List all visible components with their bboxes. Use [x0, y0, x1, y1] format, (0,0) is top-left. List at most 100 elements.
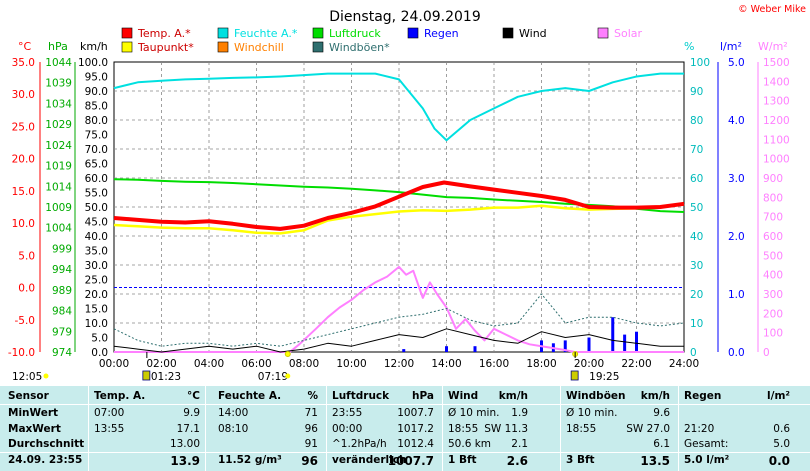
tick-label: 60.0: [85, 173, 108, 185]
table-row-divider: [0, 404, 810, 405]
legend-swatch: [407, 27, 419, 39]
durchschnitt-row-cell: Gesamt:: [684, 438, 729, 450]
maxwert-row-cell: 08:10: [218, 423, 249, 435]
axis-ticks: 35.0 30.0 25.0 20.0 15.0 10.0 5.0 0.0 -5.0 -10.0 1…: [8, 57, 790, 370]
tick-label: 65.0: [85, 159, 108, 171]
time-tick-label: 18:00: [526, 358, 556, 370]
tick-label: 1029: [45, 119, 72, 131]
series-line-windb-en: [113, 293, 685, 347]
tick-label: 35.0: [12, 57, 35, 69]
tick-label: 900: [763, 173, 783, 185]
tick-label: 1300: [763, 96, 790, 108]
table-column-divider: [326, 386, 327, 471]
chart-title: Dienstag, 24.09.2019: [329, 9, 480, 25]
time-tick-label: 04:00: [194, 358, 224, 370]
tick-label: 55.0: [85, 188, 108, 200]
tick-label: 700: [763, 212, 783, 224]
table-header-cell: Feuchte A.: [218, 390, 282, 402]
tick-label: 30.0: [85, 260, 108, 272]
durchschnitt-row-cell: 6.1: [653, 438, 670, 450]
durchschnitt-row-cell: 13.00: [169, 438, 200, 450]
time-tick-label: 24:00: [669, 358, 699, 370]
sun-moon-marks: 07:19 19:25 01:23 12:05: [12, 351, 619, 383]
rain-unit-label: l/m²: [720, 40, 742, 53]
current-row-cell: veränderlich: [332, 454, 407, 466]
time-tick-label: 20:00: [574, 358, 604, 370]
legend-swatch: [121, 27, 133, 39]
tick-label: 70.0: [85, 144, 108, 156]
rain-bar: [402, 349, 406, 352]
current-row-cell: 96: [301, 454, 318, 468]
table-header-cell: °C: [187, 390, 200, 402]
durchschnitt-row-cell: 2.1: [511, 438, 528, 450]
maxwert-row-cell: 1017.2: [397, 423, 434, 435]
tick-label: 1100: [763, 134, 790, 146]
current-row-cell: 1007.7: [387, 454, 434, 468]
maxwert-row-cell: 18:55: [448, 423, 479, 435]
sunrise-sun-icon: [285, 373, 291, 379]
rain-bar: [445, 346, 448, 352]
current-row-cell: 2.6: [506, 454, 528, 468]
weather-chart: Dienstag, 24.09.2019 © Weber Mike Temp. …: [8, 4, 806, 383]
tick-label: 974: [52, 347, 72, 359]
table-column-divider: [560, 386, 561, 471]
pressure-unit-label: hPa: [48, 40, 68, 53]
current-row-cell: 24.09. 23:55: [8, 454, 83, 466]
tick-label: 1014: [45, 181, 72, 193]
legend-label: Temp. A.*: [137, 27, 191, 40]
time-tick-label: 16:00: [479, 358, 509, 370]
copyright-text: © Weber Mike: [738, 4, 806, 15]
minwert-row-cell: 9.9: [183, 407, 200, 419]
minwert-row-cell: 14:00: [218, 407, 249, 419]
rain-bar: [635, 331, 638, 352]
time-tick-label: 22:00: [621, 358, 651, 370]
legend-label: Windböen*: [329, 41, 390, 54]
moonrise-time: 01:23: [151, 371, 181, 383]
tick-label: 40: [690, 231, 703, 243]
tick-label: 600: [763, 231, 783, 243]
tick-label: 1009: [45, 202, 72, 214]
legend-label: Feuchte A.*: [234, 27, 298, 40]
tick-label: 50: [690, 202, 703, 214]
tick-label: 1500: [763, 57, 790, 69]
tick-label: 4.0: [728, 115, 745, 127]
maxwert-row-cell: 96: [304, 423, 318, 435]
temp-unit-label: °C: [18, 40, 32, 53]
legend-label: Regen: [424, 27, 459, 40]
tick-label: 100: [763, 328, 783, 340]
tick-label: 1044: [45, 57, 72, 69]
tick-label: 500: [763, 250, 783, 262]
tick-label: 20.0: [12, 154, 35, 166]
durchschnitt-row-cell: 91: [304, 438, 318, 450]
tick-label: 60: [690, 173, 703, 185]
tick-label: 50.0: [85, 202, 108, 214]
rain-bar: [563, 340, 567, 352]
maxwert-row-cell: 17.1: [176, 423, 200, 435]
tick-label: 40.0: [85, 231, 108, 243]
current-row-cell: 11.52 g/m³: [218, 454, 282, 466]
maxwert-row-cell: 0.6: [773, 423, 790, 435]
table-column-divider: [678, 386, 679, 471]
legend-swatch: [502, 27, 514, 39]
tick-label: 989: [52, 285, 72, 297]
table-header-cell: hPa: [412, 390, 434, 402]
tick-label: 800: [763, 192, 783, 204]
rain-bar: [587, 337, 591, 352]
legend-swatch: [121, 41, 133, 53]
tick-label: 0.0: [18, 283, 35, 295]
tick-label: 0.0: [728, 347, 745, 359]
minwert-row-cell: Ø 10 min.: [566, 407, 618, 419]
time-tick-label: 02:00: [146, 358, 176, 370]
minwert-row-cell: 23:55: [332, 407, 363, 419]
tick-label: 999: [52, 243, 72, 255]
series-line-solar: [114, 265, 684, 353]
table-header-cell: %: [307, 390, 318, 402]
minwert-row-cell: MinWert: [8, 407, 59, 419]
series-line-feuchte-a: [113, 72, 684, 142]
tick-label: 30.0: [12, 89, 35, 101]
maxwert-row-cell: SW 11.3: [484, 423, 528, 435]
tick-label: 10.0: [85, 318, 108, 330]
maxwert-row-cell: 18:55: [566, 423, 597, 435]
table-row-divider: [0, 452, 810, 453]
tick-label: 984: [52, 306, 72, 318]
